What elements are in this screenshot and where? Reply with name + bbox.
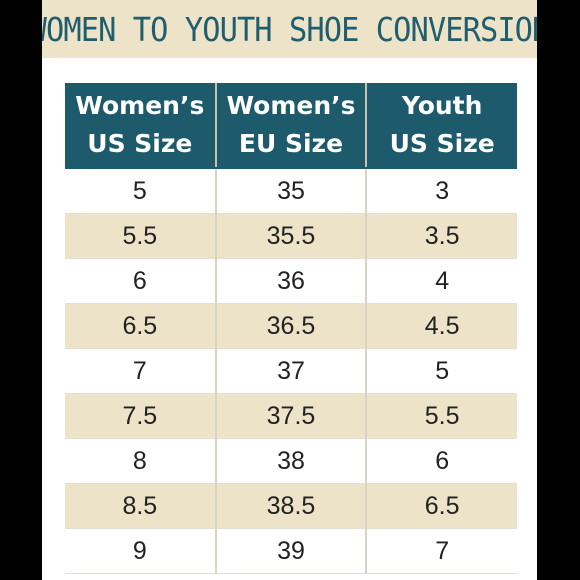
table-row: 7 37 5 bbox=[65, 348, 517, 394]
table-row: 6.5 36.5 4.5 bbox=[65, 303, 517, 349]
youth-us-cell: 5 bbox=[366, 348, 517, 394]
table-header-row: Women’s US Size Women’s EU Size Youth US… bbox=[65, 83, 517, 169]
womens-eu-cell: 37.5 bbox=[215, 393, 368, 439]
page-title: WOMEN TO YOUTH SHOE CONVERSION bbox=[42, 9, 537, 49]
table-row: 5 35 3 bbox=[65, 168, 517, 214]
youth-us-cell: 4 bbox=[366, 258, 517, 304]
womens-us-cell: 5.5 bbox=[65, 213, 217, 259]
youth-us-cell: 6.5 bbox=[366, 483, 517, 529]
table-row: 6 36 4 bbox=[65, 258, 517, 304]
youth-us-cell: 6 bbox=[366, 438, 517, 484]
conversion-table: Women’s US Size Women’s EU Size Youth US… bbox=[65, 83, 517, 574]
column-header-line: US Size bbox=[87, 129, 193, 158]
table-row: 9 39 7 bbox=[65, 528, 517, 574]
table-row: 5.5 35.5 3.5 bbox=[65, 213, 517, 259]
column-header-womens-us: Women’s US Size bbox=[65, 83, 217, 169]
column-header-youth-us: Youth US Size bbox=[366, 83, 517, 169]
column-header-line: Women’s bbox=[75, 91, 205, 120]
womens-us-cell: 7 bbox=[65, 348, 217, 394]
youth-us-cell: 5.5 bbox=[366, 393, 517, 439]
youth-us-cell: 3.5 bbox=[366, 213, 517, 259]
womens-us-cell: 8.5 bbox=[65, 483, 217, 529]
column-header-line: Youth bbox=[401, 91, 483, 120]
womens-eu-cell: 36.5 bbox=[215, 303, 368, 349]
chart-card: WOMEN TO YOUTH SHOE CONVERSION Women’s U… bbox=[42, 0, 537, 580]
title-banner: WOMEN TO YOUTH SHOE CONVERSION bbox=[42, 0, 537, 58]
youth-us-cell: 4.5 bbox=[366, 303, 517, 349]
table-row: 8.5 38.5 6.5 bbox=[65, 483, 517, 529]
womens-us-cell: 6 bbox=[65, 258, 217, 304]
womens-us-cell: 8 bbox=[65, 438, 217, 484]
youth-us-cell: 3 bbox=[366, 168, 517, 214]
table-row: 8 38 6 bbox=[65, 438, 517, 484]
youth-us-cell: 7 bbox=[366, 528, 517, 574]
womens-eu-cell: 35.5 bbox=[215, 213, 368, 259]
womens-eu-cell: 39 bbox=[215, 528, 368, 574]
womens-eu-cell: 38.5 bbox=[215, 483, 368, 529]
table-row: 7.5 37.5 5.5 bbox=[65, 393, 517, 439]
womens-eu-cell: 38 bbox=[215, 438, 368, 484]
column-header-line: Women’s bbox=[226, 91, 356, 120]
column-header-line: EU Size bbox=[238, 129, 344, 158]
womens-us-cell: 5 bbox=[65, 168, 217, 214]
womens-eu-cell: 36 bbox=[215, 258, 368, 304]
womens-us-cell: 7.5 bbox=[65, 393, 217, 439]
column-header-line: US Size bbox=[389, 129, 495, 158]
womens-eu-cell: 37 bbox=[215, 348, 368, 394]
womens-eu-cell: 35 bbox=[215, 168, 368, 214]
womens-us-cell: 9 bbox=[65, 528, 217, 574]
column-header-womens-eu: Women’s EU Size bbox=[215, 83, 368, 169]
womens-us-cell: 6.5 bbox=[65, 303, 217, 349]
